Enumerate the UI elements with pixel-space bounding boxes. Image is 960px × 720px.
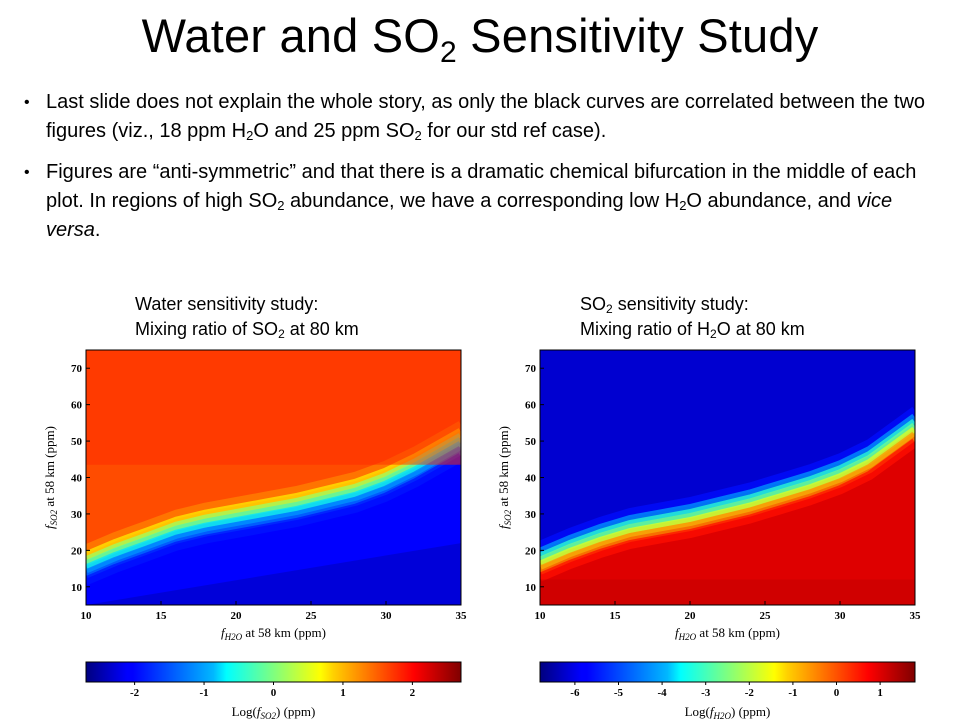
label-rest: at 58 km (ppm)	[496, 426, 511, 510]
y-tick-label: 40	[71, 473, 83, 485]
y-axis-label: fSO2 at 58 km (ppm)	[496, 426, 513, 529]
y-tick-label: 30	[71, 509, 83, 521]
transition-band	[86, 428, 461, 561]
label-sub: H2O	[224, 632, 243, 642]
y-tick-label: 50	[71, 436, 83, 448]
colorbar-label: Log(fSO2) (ppm)	[232, 704, 316, 720]
colorbar-tick-label: 0	[834, 687, 840, 699]
transition-band	[86, 441, 461, 574]
x-tick-label: 35	[456, 610, 468, 622]
label-sub: H2O	[678, 632, 697, 642]
x-axis-label: fH2O at 58 km (ppm)	[675, 625, 780, 642]
y-axis-label: fSO2 at 58 km (ppm)	[42, 426, 59, 529]
x-tick-label: 10	[535, 610, 547, 622]
y-tick-label: 20	[525, 545, 537, 557]
transition-band	[540, 406, 915, 550]
label-rest: ) (ppm)	[731, 704, 770, 719]
x-tick-label: 20	[685, 610, 697, 622]
transition-band	[540, 438, 915, 582]
colorbar-tick-label: -6	[570, 687, 580, 699]
colorbar-tick-label: 0	[271, 687, 277, 699]
x-axis-label: fH2O at 58 km (ppm)	[221, 625, 326, 642]
bullet-item-2: • Figures are “anti-symmetric” and that …	[24, 158, 944, 245]
label-rest: ) (ppm)	[276, 704, 315, 719]
y-tick-label: 30	[525, 509, 537, 521]
y-tick-label: 10	[525, 582, 537, 594]
y-tick-label: 40	[525, 473, 537, 485]
x-tick-label: 30	[381, 610, 393, 622]
label-f: f	[221, 625, 227, 640]
transition-band	[86, 453, 461, 586]
label-f: f	[710, 704, 716, 719]
y-tick-label: 20	[71, 545, 83, 557]
title-subscript: 2	[440, 36, 457, 69]
transition-band	[540, 431, 915, 575]
top-shade	[86, 350, 461, 465]
y-tick-label: 60	[71, 400, 83, 412]
y-tick-label: 70	[525, 363, 537, 375]
label-part: Log(	[685, 704, 710, 719]
label-sub: H2O	[713, 711, 732, 720]
label-sub: SO2	[261, 711, 277, 720]
label-f: f	[42, 523, 57, 529]
colorbar-tick-label: -1	[199, 687, 208, 699]
bullet-list: • Last slide does not explain the whole …	[24, 88, 944, 257]
colorbar-tick-label: -1	[788, 687, 797, 699]
plot-field	[86, 350, 461, 605]
y-tick-label: 60	[525, 400, 537, 412]
bullet-item-1: • Last slide does not explain the whole …	[24, 88, 944, 146]
colorbar	[539, 661, 916, 683]
plot-field	[540, 350, 915, 605]
colorbar-tick-label: -3	[701, 687, 711, 699]
x-tick-label: 35	[910, 610, 922, 622]
x-tick-label: 25	[760, 610, 772, 622]
colorbar-tick-label: -4	[658, 687, 668, 699]
x-tick-label: 25	[306, 610, 318, 622]
label-rest: at 58 km (ppm)	[42, 426, 57, 510]
bullet-text-1: Last slide does not explain the whole st…	[46, 91, 926, 143]
x-tick-label: 10	[81, 610, 93, 622]
y-tick-label: 70	[71, 363, 83, 375]
y-tick-label: 50	[525, 436, 537, 448]
corner-shade	[86, 543, 461, 605]
colorbar-tick-label: -2	[130, 687, 140, 699]
title-text-rest: Sensitivity Study	[456, 9, 819, 62]
label-rest: at 58 km (ppm)	[696, 625, 780, 640]
x-tick-label: 20	[231, 610, 243, 622]
label-part: Log(	[232, 704, 257, 719]
transition-band	[86, 446, 461, 579]
label-f: f	[675, 625, 681, 640]
label-f: f	[257, 704, 263, 719]
label-sub: SO2	[49, 509, 59, 525]
title-text: Water and SO	[141, 9, 441, 62]
colorbar	[85, 661, 462, 683]
colorbar-tick-label: -2	[745, 687, 755, 699]
caption-left: Water sensitivity study: Mixing ratio of…	[135, 294, 359, 341]
colorbar-tick-label: -5	[614, 687, 624, 699]
caption-right: SO2 sensitivity study: Mixing ratio of H…	[580, 294, 805, 341]
y-tick-label: 10	[71, 582, 83, 594]
colorbar-label: Log(fH2O) (ppm)	[685, 704, 771, 720]
x-tick-label: 15	[610, 610, 622, 622]
colorbar-tick-label: 2	[410, 687, 416, 699]
transition-band	[86, 421, 461, 554]
bullet-dot-icon: •	[24, 94, 30, 111]
slide-title: Water and SO2 Sensitivity Study	[0, 6, 960, 69]
colorbar-tick-label: 1	[877, 687, 883, 699]
x-tick-label: 30	[835, 610, 847, 622]
label-rest: at 58 km (ppm)	[242, 625, 326, 640]
bullet-text-2: Figures are “anti-symmetric” and that th…	[46, 161, 917, 241]
colorbar-tick-label: 1	[340, 687, 346, 699]
x-tick-label: 15	[156, 610, 168, 622]
label-sub: SO2	[503, 509, 513, 525]
bottom-shade	[540, 579, 915, 605]
label-f: f	[496, 523, 511, 529]
bullet-dot-icon: •	[24, 164, 30, 181]
